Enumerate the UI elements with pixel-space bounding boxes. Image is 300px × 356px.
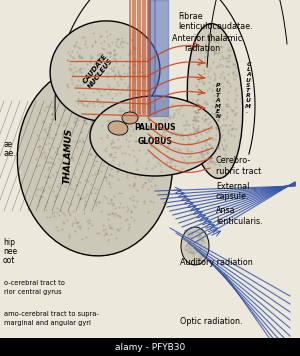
Text: Cerebro-: Cerebro- (216, 156, 251, 166)
Text: Auditory radiation: Auditory radiation (180, 258, 253, 267)
Text: Anterior thalamic: Anterior thalamic (172, 33, 243, 43)
Text: PALLIDUS: PALLIDUS (134, 124, 176, 132)
Text: lenticulocaudatae.: lenticulocaudatae. (178, 22, 253, 31)
Ellipse shape (90, 96, 220, 176)
Text: æ: æ (3, 140, 11, 149)
Text: P
U
T
A
M
E
N: P U T A M E N (215, 83, 221, 119)
Ellipse shape (17, 66, 172, 256)
Ellipse shape (50, 21, 160, 121)
Text: nee: nee (3, 247, 17, 256)
Text: o-cerebral tract to: o-cerebral tract to (4, 280, 65, 286)
Text: External: External (216, 182, 249, 191)
Text: rubric tract: rubric tract (216, 167, 261, 176)
Text: ae.: ae. (3, 148, 16, 158)
Bar (0, 338, 300, 356)
Polygon shape (148, 0, 168, 116)
Text: rior central gyrus: rior central gyrus (4, 289, 62, 295)
Text: CAUDATE
NUCLEUS: CAUDATE NUCLEUS (82, 53, 114, 89)
Text: lenticularis.: lenticularis. (216, 217, 262, 226)
Text: hip: hip (3, 238, 15, 247)
Ellipse shape (181, 227, 209, 265)
Text: Ansa: Ansa (216, 206, 236, 215)
Text: amo-cerebral tract to supra-: amo-cerebral tract to supra- (4, 311, 99, 317)
Text: GLOBUS: GLOBUS (138, 136, 172, 146)
Ellipse shape (108, 121, 128, 135)
Ellipse shape (187, 23, 243, 178)
Text: marginal and angular gyri: marginal and angular gyri (4, 320, 92, 326)
Text: oot: oot (3, 256, 15, 265)
Ellipse shape (122, 112, 138, 124)
Text: C
L
A
U
S
T
R
U
M
.: C L A U S T R U M . (244, 62, 252, 114)
Text: THALAMUS: THALAMUS (62, 128, 74, 184)
Text: Optic radiation.: Optic radiation. (180, 316, 242, 326)
Text: alamy - PFYB30: alamy - PFYB30 (115, 342, 185, 351)
Text: Fibrae: Fibrae (178, 11, 203, 21)
Text: radiation: radiation (184, 44, 220, 53)
Text: capsule.: capsule. (216, 192, 250, 201)
